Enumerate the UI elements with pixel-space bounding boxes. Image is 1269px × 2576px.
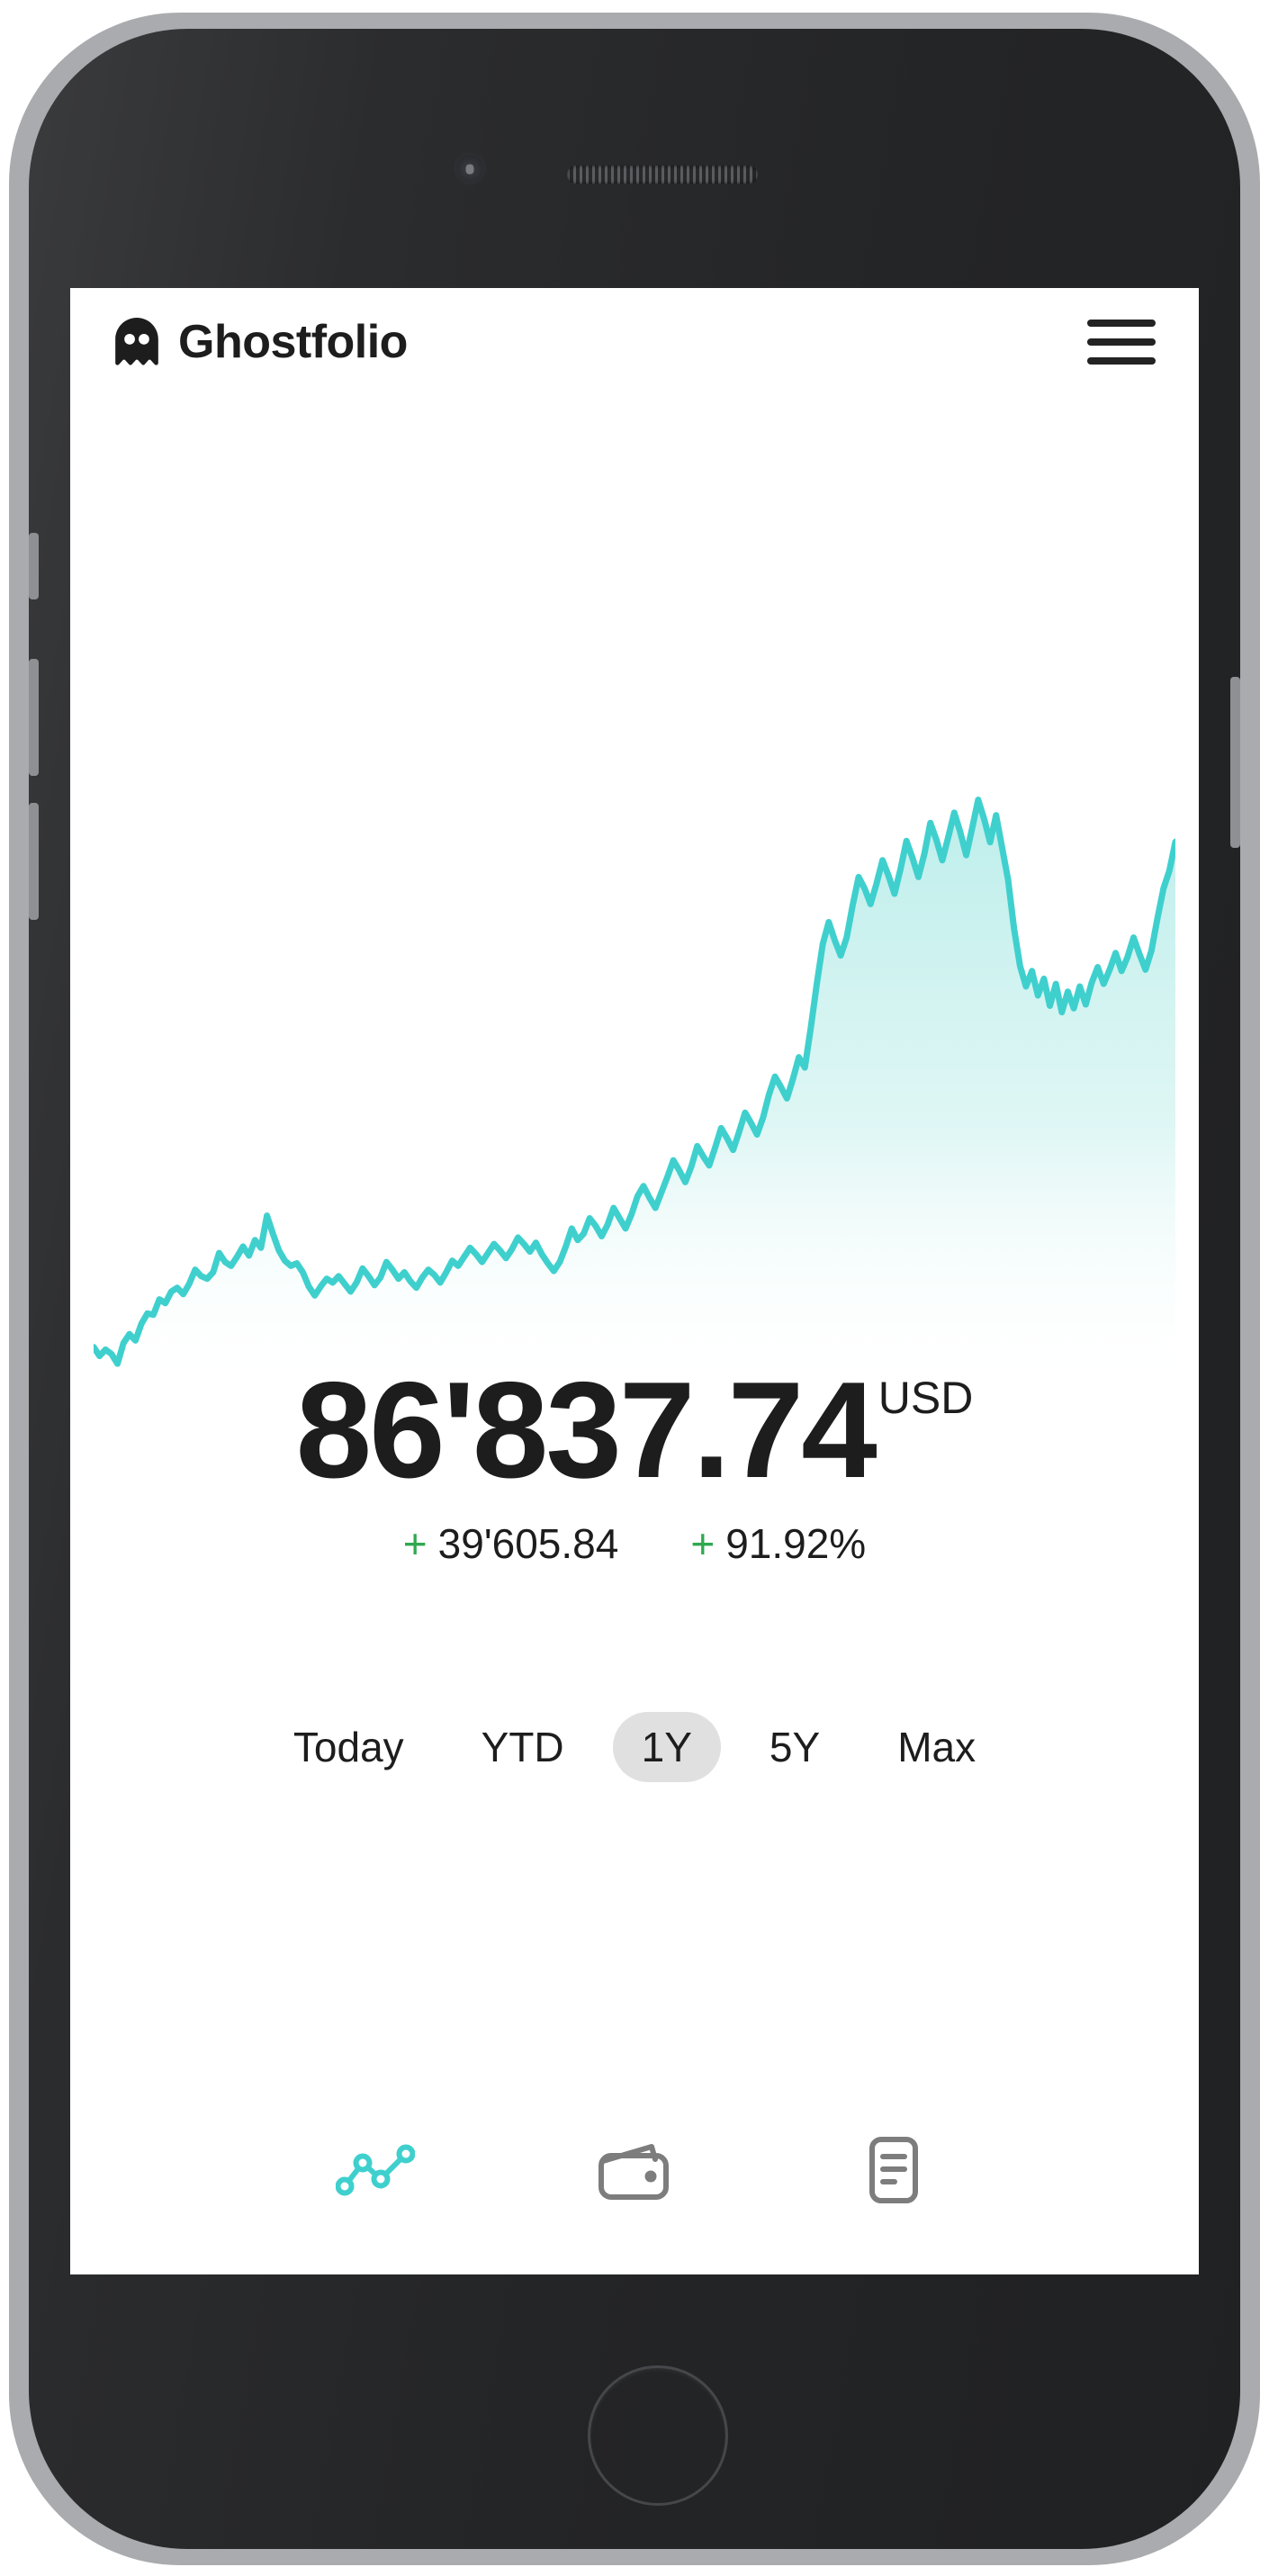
camera-lens-dot bbox=[465, 164, 474, 175]
nav-item-summary[interactable] bbox=[844, 2125, 943, 2215]
hamburger-menu-icon[interactable] bbox=[1087, 314, 1156, 370]
range-tab-1y[interactable]: 1Y bbox=[612, 1712, 721, 1782]
range-tab-max[interactable]: Max bbox=[897, 1724, 976, 1770]
nav-item-overview[interactable] bbox=[326, 2125, 425, 2215]
brand[interactable]: Ghostfolio bbox=[113, 318, 408, 366]
portfolio-value-row: 86'837.74 USD bbox=[70, 1354, 1199, 1507]
percent-change-sign: + bbox=[690, 1519, 716, 1567]
power-button[interactable] bbox=[1230, 677, 1240, 848]
absolute-change-sign: + bbox=[402, 1519, 428, 1567]
absolute-change-value: 39'605.84 bbox=[437, 1519, 619, 1567]
phone-screen: Ghostfolio 86'837.74 USD bbox=[70, 288, 1199, 2274]
menu-bar-2 bbox=[1087, 338, 1156, 346]
nav-item-holdings[interactable] bbox=[585, 2125, 684, 2215]
range-tab-today[interactable]: Today bbox=[292, 1724, 404, 1770]
earpiece-speaker-icon bbox=[567, 166, 758, 184]
portfolio-value: 86'837.74 bbox=[295, 1354, 878, 1507]
portfolio-change-row: + 39'605.84 + 91.92% bbox=[70, 1519, 1199, 1568]
wallet-icon bbox=[598, 2144, 669, 2200]
volume-down-button[interactable] bbox=[29, 803, 39, 920]
chart-line bbox=[94, 797, 1175, 1367]
volume-up-button[interactable] bbox=[29, 659, 39, 776]
absolute-change: + 39'605.84 bbox=[403, 1519, 619, 1568]
analytics-line-chart-icon bbox=[336, 2144, 415, 2196]
ghost-logo-icon bbox=[115, 318, 158, 365]
date-range-tabs: Today YTD 1Y 5Y Max bbox=[70, 1712, 1199, 1782]
chart-svg bbox=[94, 797, 1175, 1395]
portfolio-currency: USD bbox=[878, 1373, 974, 1423]
menu-bar-3 bbox=[1087, 357, 1156, 365]
chart-area-fill bbox=[94, 799, 1175, 1395]
home-button-icon[interactable] bbox=[588, 2365, 728, 2506]
summary-document-icon bbox=[869, 2137, 918, 2203]
percent-change: + 91.92% bbox=[690, 1519, 866, 1568]
menu-bar-1 bbox=[1087, 320, 1156, 327]
bottom-navigation bbox=[70, 2116, 1199, 2224]
percent-change-value: 91.92% bbox=[725, 1519, 867, 1567]
portfolio-performance-chart[interactable] bbox=[94, 792, 1175, 1395]
range-tab-5y[interactable]: 5Y bbox=[769, 1724, 821, 1770]
front-camera-icon bbox=[456, 155, 483, 182]
silent-switch[interactable] bbox=[29, 533, 39, 599]
app-header: Ghostfolio bbox=[70, 288, 1199, 396]
portfolio-value-block: 86'837.74 USD + 39'605.84 + 91.92% bbox=[70, 1354, 1199, 1568]
brand-name: Ghostfolio bbox=[178, 316, 408, 368]
range-tab-ytd[interactable]: YTD bbox=[481, 1724, 564, 1770]
